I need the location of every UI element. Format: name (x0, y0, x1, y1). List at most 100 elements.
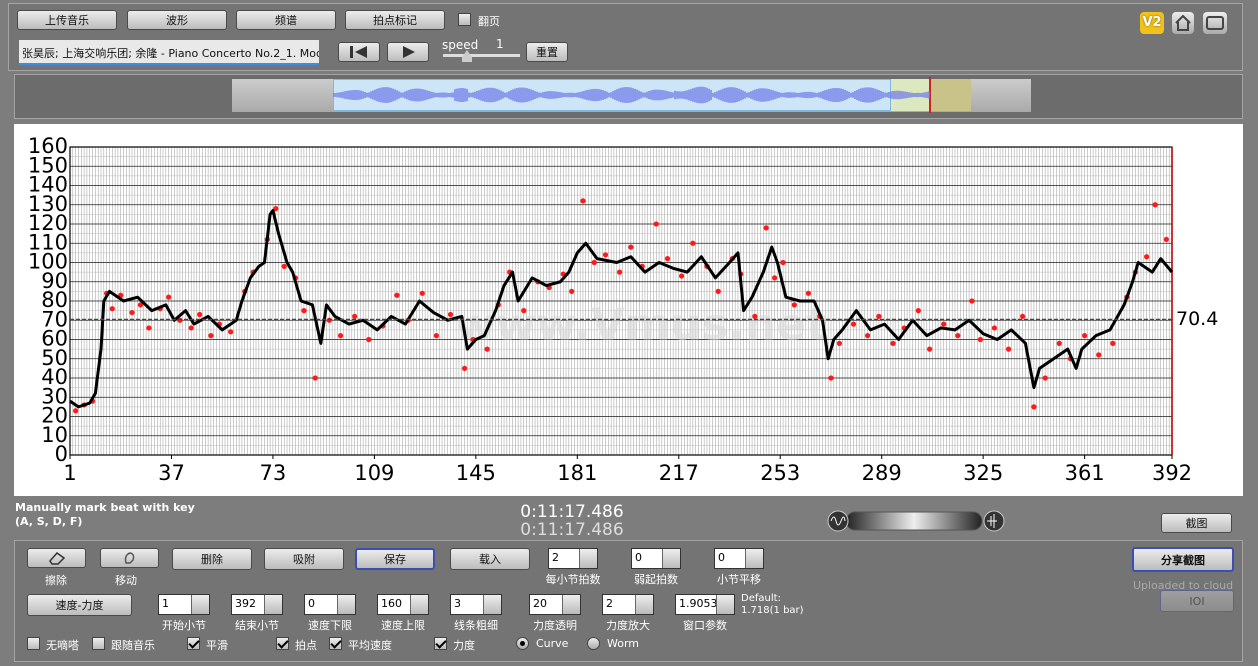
beat-point (836, 340, 843, 346)
home-icon[interactable] (1172, 12, 1194, 34)
action-button[interactable]: 吸附 (264, 548, 344, 570)
beat-point (890, 340, 896, 346)
next-button[interactable] (387, 42, 429, 62)
toolbar-button[interactable]: 上传音乐 (17, 10, 117, 30)
beat-point (366, 336, 372, 343)
screen-icon[interactable] (1203, 12, 1227, 34)
beat-point (166, 294, 172, 300)
toolbar-button[interactable]: 频谱 (236, 10, 336, 30)
x-tick-label: 73 (260, 461, 287, 485)
y-tick-label: 40 (41, 365, 68, 389)
spinner[interactable]: 20 (529, 594, 581, 615)
checkbox[interactable] (92, 637, 105, 650)
spinner[interactable]: 2 (548, 548, 598, 569)
beat-point (591, 259, 597, 266)
y-tick-label: 100 (28, 250, 68, 274)
uploaded-note: Uploaded to cloud (1132, 579, 1234, 592)
mean-label: 70.4 (1176, 308, 1218, 330)
spinner[interactable]: 0 (631, 548, 681, 569)
checkbox[interactable] (276, 637, 289, 650)
beat-point (109, 306, 115, 312)
prev-button[interactable] (338, 42, 380, 62)
y-tick-label: 150 (28, 153, 68, 177)
beat-point (772, 275, 778, 281)
speed-track (443, 54, 520, 57)
action-button[interactable]: 保存 (355, 548, 435, 570)
y-tick-label: 80 (41, 288, 68, 312)
toolbar-button[interactable]: 波形 (127, 10, 227, 30)
beat-point (326, 317, 332, 323)
beat-point (312, 375, 318, 381)
tool-label: 移动 (115, 574, 137, 587)
radio[interactable] (587, 637, 600, 650)
spinner-label: 速度上限 (381, 619, 425, 632)
spinner[interactable]: 1 (158, 594, 210, 615)
beat-point (1163, 236, 1169, 242)
checkbox[interactable] (434, 637, 447, 650)
beat-point (281, 263, 287, 269)
share-button[interactable]: 分享截图 (1132, 547, 1234, 572)
reset-button[interactable]: 重置 (526, 42, 568, 62)
time: 0:11:17.486 (520, 502, 624, 522)
beat-point (129, 309, 135, 316)
beat-point (1005, 346, 1012, 352)
tool-label: 擦除 (45, 574, 67, 587)
ioi-button[interactable]: IOI (1160, 590, 1234, 612)
beat-point (828, 375, 834, 381)
spinner-label: 速度下限 (308, 619, 352, 632)
spinner[interactable]: 392 (231, 594, 283, 615)
beat-point (1144, 254, 1150, 260)
toolbar-button[interactable]: 拍点标记 (345, 10, 445, 30)
beat-point (715, 288, 721, 294)
volume-slider[interactable] (826, 509, 1006, 533)
spinner[interactable]: 2 (602, 594, 654, 615)
beat-point (1056, 340, 1062, 346)
page-flip-checkbox[interactable] (458, 13, 471, 26)
spinner[interactable]: 0 (304, 594, 356, 615)
speed-value: 1 (496, 37, 504, 51)
speed-thumb[interactable] (462, 50, 472, 62)
spinner[interactable]: 0 (714, 548, 764, 569)
watermark: www.Vmus.net (455, 299, 827, 350)
spinner[interactable]: 1.9053 (675, 594, 735, 615)
beat-point (73, 408, 79, 414)
move-tool[interactable] (100, 548, 159, 568)
speed-label: speed (442, 38, 479, 52)
eraser-tool[interactable] (27, 548, 86, 568)
checkbox[interactable] (187, 637, 200, 650)
spinner[interactable]: 160 (377, 594, 429, 615)
overview-cursor (929, 77, 931, 113)
version-icon[interactable]: V2 (1140, 12, 1164, 34)
y-tick-label: 160 (28, 134, 68, 158)
action-button[interactable]: 载入 (450, 548, 530, 570)
beat-point (301, 308, 307, 314)
beat-point (977, 336, 983, 343)
spinner[interactable]: 3 (450, 594, 502, 615)
x-tick-label: 325 (963, 461, 1003, 485)
checkbox[interactable] (27, 637, 40, 650)
beat-point (969, 298, 975, 304)
beat-point (273, 206, 279, 212)
y-tick-label: 30 (41, 384, 68, 408)
beat-point (521, 308, 527, 314)
beat-point (1042, 375, 1048, 381)
mode-button[interactable]: 速度-力度 (27, 594, 132, 616)
chart: 0102030405060708090100110120130140150160… (28, 134, 1218, 485)
overview-next (931, 79, 971, 111)
screenshot-button[interactable]: 截图 (1161, 513, 1232, 533)
beat-point (780, 259, 786, 266)
spinner-label: 窗口参数 (683, 619, 727, 632)
beat-point (628, 244, 634, 250)
beat-point (197, 311, 203, 318)
checkbox[interactable] (329, 637, 342, 650)
spinner-label: 线条粗细 (454, 619, 498, 632)
beat-point (1152, 202, 1158, 208)
beat-point (653, 221, 659, 227)
y-tick-label: 70 (41, 307, 68, 331)
beat-point (991, 325, 998, 331)
action-button[interactable]: 删除 (172, 548, 252, 570)
radio[interactable] (516, 637, 529, 650)
beat-point (461, 365, 468, 371)
beat-point (394, 292, 400, 298)
hint: Manually mark beat with key (15, 501, 195, 514)
